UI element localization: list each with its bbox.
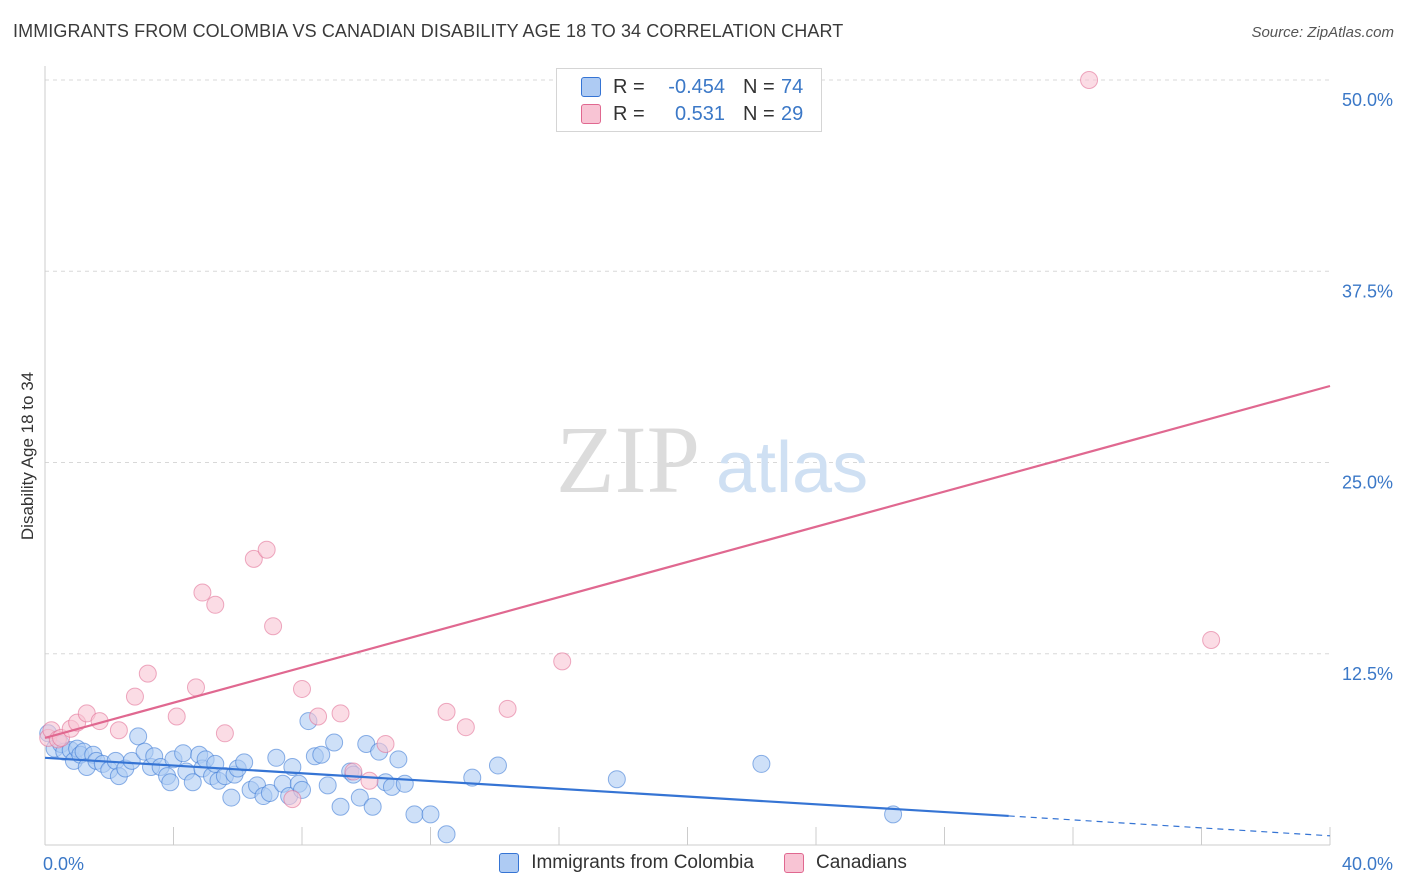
bottom-legend-colombia[interactable]: Immigrants from Colombia (499, 852, 754, 874)
legend-row-canadians: R = 0.531 N = 29 (581, 102, 803, 126)
colombia-point (222, 788, 241, 807)
points-layer (39, 71, 1221, 844)
colombia-point (312, 745, 331, 764)
bottom-legend-label: Immigrants from Colombia (531, 852, 754, 873)
colombia-point (331, 797, 350, 816)
canadians-point (109, 721, 128, 740)
watermark: ZIP atlas (556, 406, 868, 513)
x-tick-label: 0.0% (43, 854, 84, 874)
bottom-legend: Immigrants from Colombia Canadians (0, 852, 1406, 874)
colombia-point (395, 774, 414, 793)
colombia-point (129, 727, 148, 746)
chart-title: IMMIGRANTS FROM COLOMBIA VS CANADIAN DIS… (13, 21, 844, 41)
legend-row-colombia: R = -0.454 N = 74 (581, 75, 803, 99)
bottom-legend-label: Canadians (815, 852, 907, 873)
colombia-point (350, 788, 369, 807)
legend-r-value: -0.454 (668, 75, 725, 98)
bottom-legend-swatch-colombia (499, 853, 520, 873)
bottom-legend-swatch-canadians (783, 853, 804, 873)
legend-swatch-colombia (581, 77, 601, 97)
colombia-point (421, 805, 440, 824)
colombia-point (488, 756, 507, 775)
y-tick-label: 25.0% (1342, 473, 1393, 493)
legend-r-value: 0.531 (674, 102, 725, 125)
colombia-point (235, 753, 254, 772)
colombia-point (122, 751, 141, 770)
canadians-point (125, 687, 144, 706)
colombia-point (283, 757, 302, 776)
canadians-point (244, 549, 263, 568)
bottom-legend-canadians[interactable]: Canadians (783, 852, 907, 874)
y-tick-label: 12.5% (1342, 664, 1393, 684)
colombia-point (318, 776, 337, 795)
canadians-point (498, 699, 517, 718)
watermark-atlas: atlas (716, 428, 868, 508)
canadians-point (193, 583, 212, 602)
canadians-point (257, 540, 276, 559)
colombia-point (389, 750, 408, 769)
canadians-point (167, 707, 186, 726)
legend-r-label: R = (613, 75, 645, 98)
colombia-point (260, 783, 279, 802)
canadians-point (456, 718, 475, 737)
colombia-trend-line (44, 756, 1009, 818)
source-label: Source: ZipAtlas.com (1251, 24, 1394, 41)
canadians-point (1202, 630, 1221, 649)
y-tick-label: 50.0% (1342, 90, 1393, 110)
legend-n-value: 29 (781, 102, 804, 125)
colombia-point (325, 733, 344, 752)
colombia-point (437, 825, 456, 844)
canadians-point (553, 652, 572, 671)
colombia-point (752, 754, 771, 773)
canadians-point (331, 704, 350, 723)
canadians-point (138, 664, 157, 683)
legend-n-label: N = (743, 102, 775, 125)
canadians-trend-line (44, 384, 1331, 739)
colombia-point (363, 797, 382, 816)
colombia-point (161, 773, 180, 792)
canadians-point (293, 679, 311, 698)
colombia-trend-extension (1008, 815, 1331, 837)
canadians-point (206, 595, 225, 614)
axis-layer (44, 66, 1331, 846)
colombia-point (607, 770, 626, 789)
legend-swatch-canadians (581, 104, 601, 124)
canadians-point (215, 724, 234, 743)
x-tick-label: 40.0% (1342, 854, 1393, 874)
canadians-point (309, 707, 328, 726)
canadians-point (437, 702, 456, 721)
trend-layer (44, 384, 1331, 837)
colombia-point (463, 768, 482, 787)
colombia-point (174, 744, 193, 763)
canadians-point (360, 771, 379, 790)
grid-layer (45, 79, 1330, 655)
canadians-point (186, 678, 205, 697)
y-tick-label: 37.5% (1342, 281, 1393, 301)
legend-n-label: N = (743, 75, 775, 98)
canadians-point (376, 735, 395, 754)
ticks-layer: 12.5% 25.0% 37.5% 50.0% 0.0% 40.0% (43, 90, 1393, 874)
canadians-point (283, 790, 302, 809)
watermark-zip: ZIP (556, 406, 700, 513)
canadians-point (264, 617, 283, 636)
colombia-point (183, 773, 202, 792)
legend-n-value: 74 (781, 75, 804, 98)
legend-box: R = -0.454 N = 74 R = 0.531 N = 29 (556, 68, 822, 132)
colombia-point (267, 748, 286, 767)
legend-r-label: R = (613, 102, 645, 125)
canadians-point (1080, 71, 1099, 89)
colombia-point (405, 805, 424, 824)
